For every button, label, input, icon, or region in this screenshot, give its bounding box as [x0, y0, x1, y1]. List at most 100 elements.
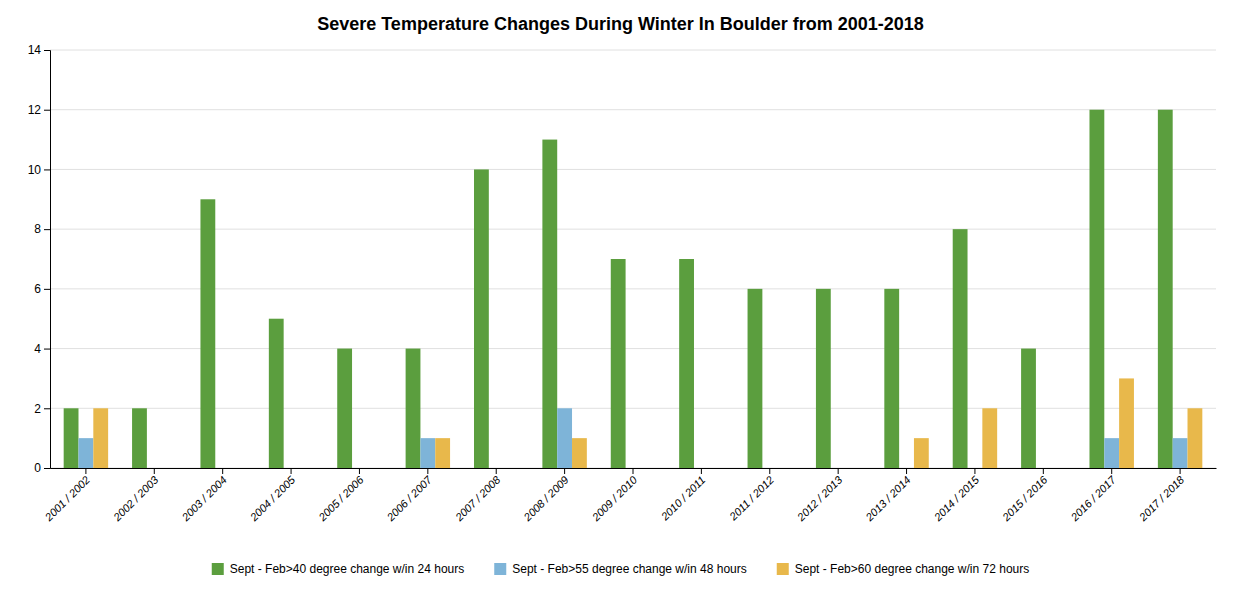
y-axis: 0 2 4 6 8 10 12 14	[28, 43, 51, 475]
bar	[284, 468, 299, 469]
tick-label: 4	[34, 342, 41, 356]
bar	[1188, 408, 1203, 468]
tick: 2015 / 2016	[999, 468, 1050, 524]
bar	[1104, 438, 1119, 468]
tick-label: 10	[28, 163, 42, 177]
bar	[230, 468, 245, 469]
bar	[406, 349, 421, 468]
bar	[147, 468, 162, 469]
tick: 8	[34, 222, 50, 236]
title: Severe Temperature Changes During Winter…	[317, 14, 924, 34]
tick-mark	[44, 169, 50, 170]
chart: Severe Temperature Changes During Winter…	[0, 0, 1241, 593]
bar	[748, 289, 763, 468]
legend-label: Sept - Feb>60 degree change w/in 72 hour…	[795, 562, 1030, 576]
bar	[626, 468, 641, 469]
bar	[899, 468, 914, 469]
grid-line	[50, 408, 1216, 409]
tick-label: 2007 / 2008	[452, 473, 503, 524]
axis-line	[44, 51, 51, 469]
tick-mark	[44, 289, 50, 290]
series	[93, 378, 1202, 468]
tick-label: 6	[34, 282, 41, 296]
tick: 2004 / 2005	[247, 468, 298, 524]
bar	[709, 468, 724, 469]
tick-label: 2004 / 2005	[247, 473, 298, 524]
tick: 2012 / 2013	[794, 468, 845, 524]
tick-mark	[769, 468, 770, 474]
tick-label: 2014 / 2015	[931, 473, 982, 524]
tick: 2011 / 2012	[726, 468, 776, 523]
tick-mark	[1111, 468, 1112, 474]
legend-swatch	[777, 563, 789, 575]
grid	[50, 50, 1216, 468]
tick-mark	[359, 468, 360, 474]
bar	[1089, 110, 1104, 468]
tick: 2008 / 2009	[521, 468, 571, 524]
tick-label: 2001 / 2002	[42, 474, 92, 524]
grid-line	[50, 169, 1216, 170]
bar	[557, 408, 572, 468]
grid-line	[50, 348, 1216, 349]
tick: 2009 / 2010	[589, 468, 640, 524]
bar	[777, 468, 792, 469]
tick-mark	[974, 468, 975, 474]
tick: 2005 / 2006	[315, 468, 366, 524]
tick-label: 2017 / 2018	[1136, 473, 1187, 524]
tick-mark	[154, 468, 155, 474]
tick: 6	[34, 282, 50, 296]
bar	[884, 289, 899, 468]
tick-label: 2010 / 2011	[658, 474, 708, 524]
bar	[435, 438, 450, 468]
bar	[542, 140, 557, 468]
tick-mark	[701, 468, 702, 474]
tick-mark	[222, 468, 223, 474]
tick-label: 2015 / 2016	[999, 473, 1050, 524]
bar	[337, 349, 352, 468]
legend-swatch	[212, 563, 224, 575]
bar	[1158, 110, 1173, 468]
grid-line	[50, 229, 1216, 230]
bar	[269, 319, 284, 468]
tick: 12	[28, 103, 50, 117]
tick-label: 14	[28, 43, 42, 57]
bar	[64, 408, 79, 468]
tick-label: 8	[34, 222, 41, 236]
tick-mark	[44, 50, 50, 51]
tick: 10	[28, 163, 50, 177]
tick-mark	[44, 229, 50, 230]
grid-line	[50, 109, 1216, 110]
tick-label: 2	[34, 402, 41, 416]
tick: 2014 / 2015	[931, 468, 982, 524]
legend-label: Sept - Feb>55 degree change w/in 48 hour…	[512, 562, 747, 576]
grid-line	[50, 288, 1216, 289]
tick-mark	[44, 408, 50, 409]
bar	[679, 259, 694, 468]
bar	[982, 408, 997, 468]
tick: 4	[34, 342, 50, 356]
bar	[474, 169, 489, 468]
bar	[1119, 378, 1134, 468]
tick-label: 0	[34, 461, 41, 475]
tick: 2016 / 2017	[1068, 468, 1119, 524]
tick-mark	[427, 468, 428, 474]
bar	[816, 289, 831, 468]
bar	[1051, 468, 1066, 469]
tick-label: 2013 / 2014	[862, 474, 912, 524]
bar	[352, 468, 367, 469]
tick-mark	[44, 110, 50, 111]
bars	[64, 110, 1203, 468]
tick: 2010 / 2011	[658, 468, 708, 523]
bar	[504, 468, 519, 469]
grid-line	[50, 50, 1216, 51]
plot: 024681012142001 / 20022002 / 20032003 / …	[28, 43, 1217, 523]
bar	[367, 468, 382, 469]
tick-mark	[1043, 468, 1044, 474]
tick-mark	[496, 468, 497, 474]
bar	[611, 259, 626, 468]
tick-label: 2009 / 2010	[589, 473, 640, 524]
series	[64, 110, 1173, 468]
legend: Sept - Feb>40 degree change w/in 24 hour…	[212, 562, 1030, 576]
bar	[572, 438, 587, 468]
bar	[831, 468, 846, 469]
